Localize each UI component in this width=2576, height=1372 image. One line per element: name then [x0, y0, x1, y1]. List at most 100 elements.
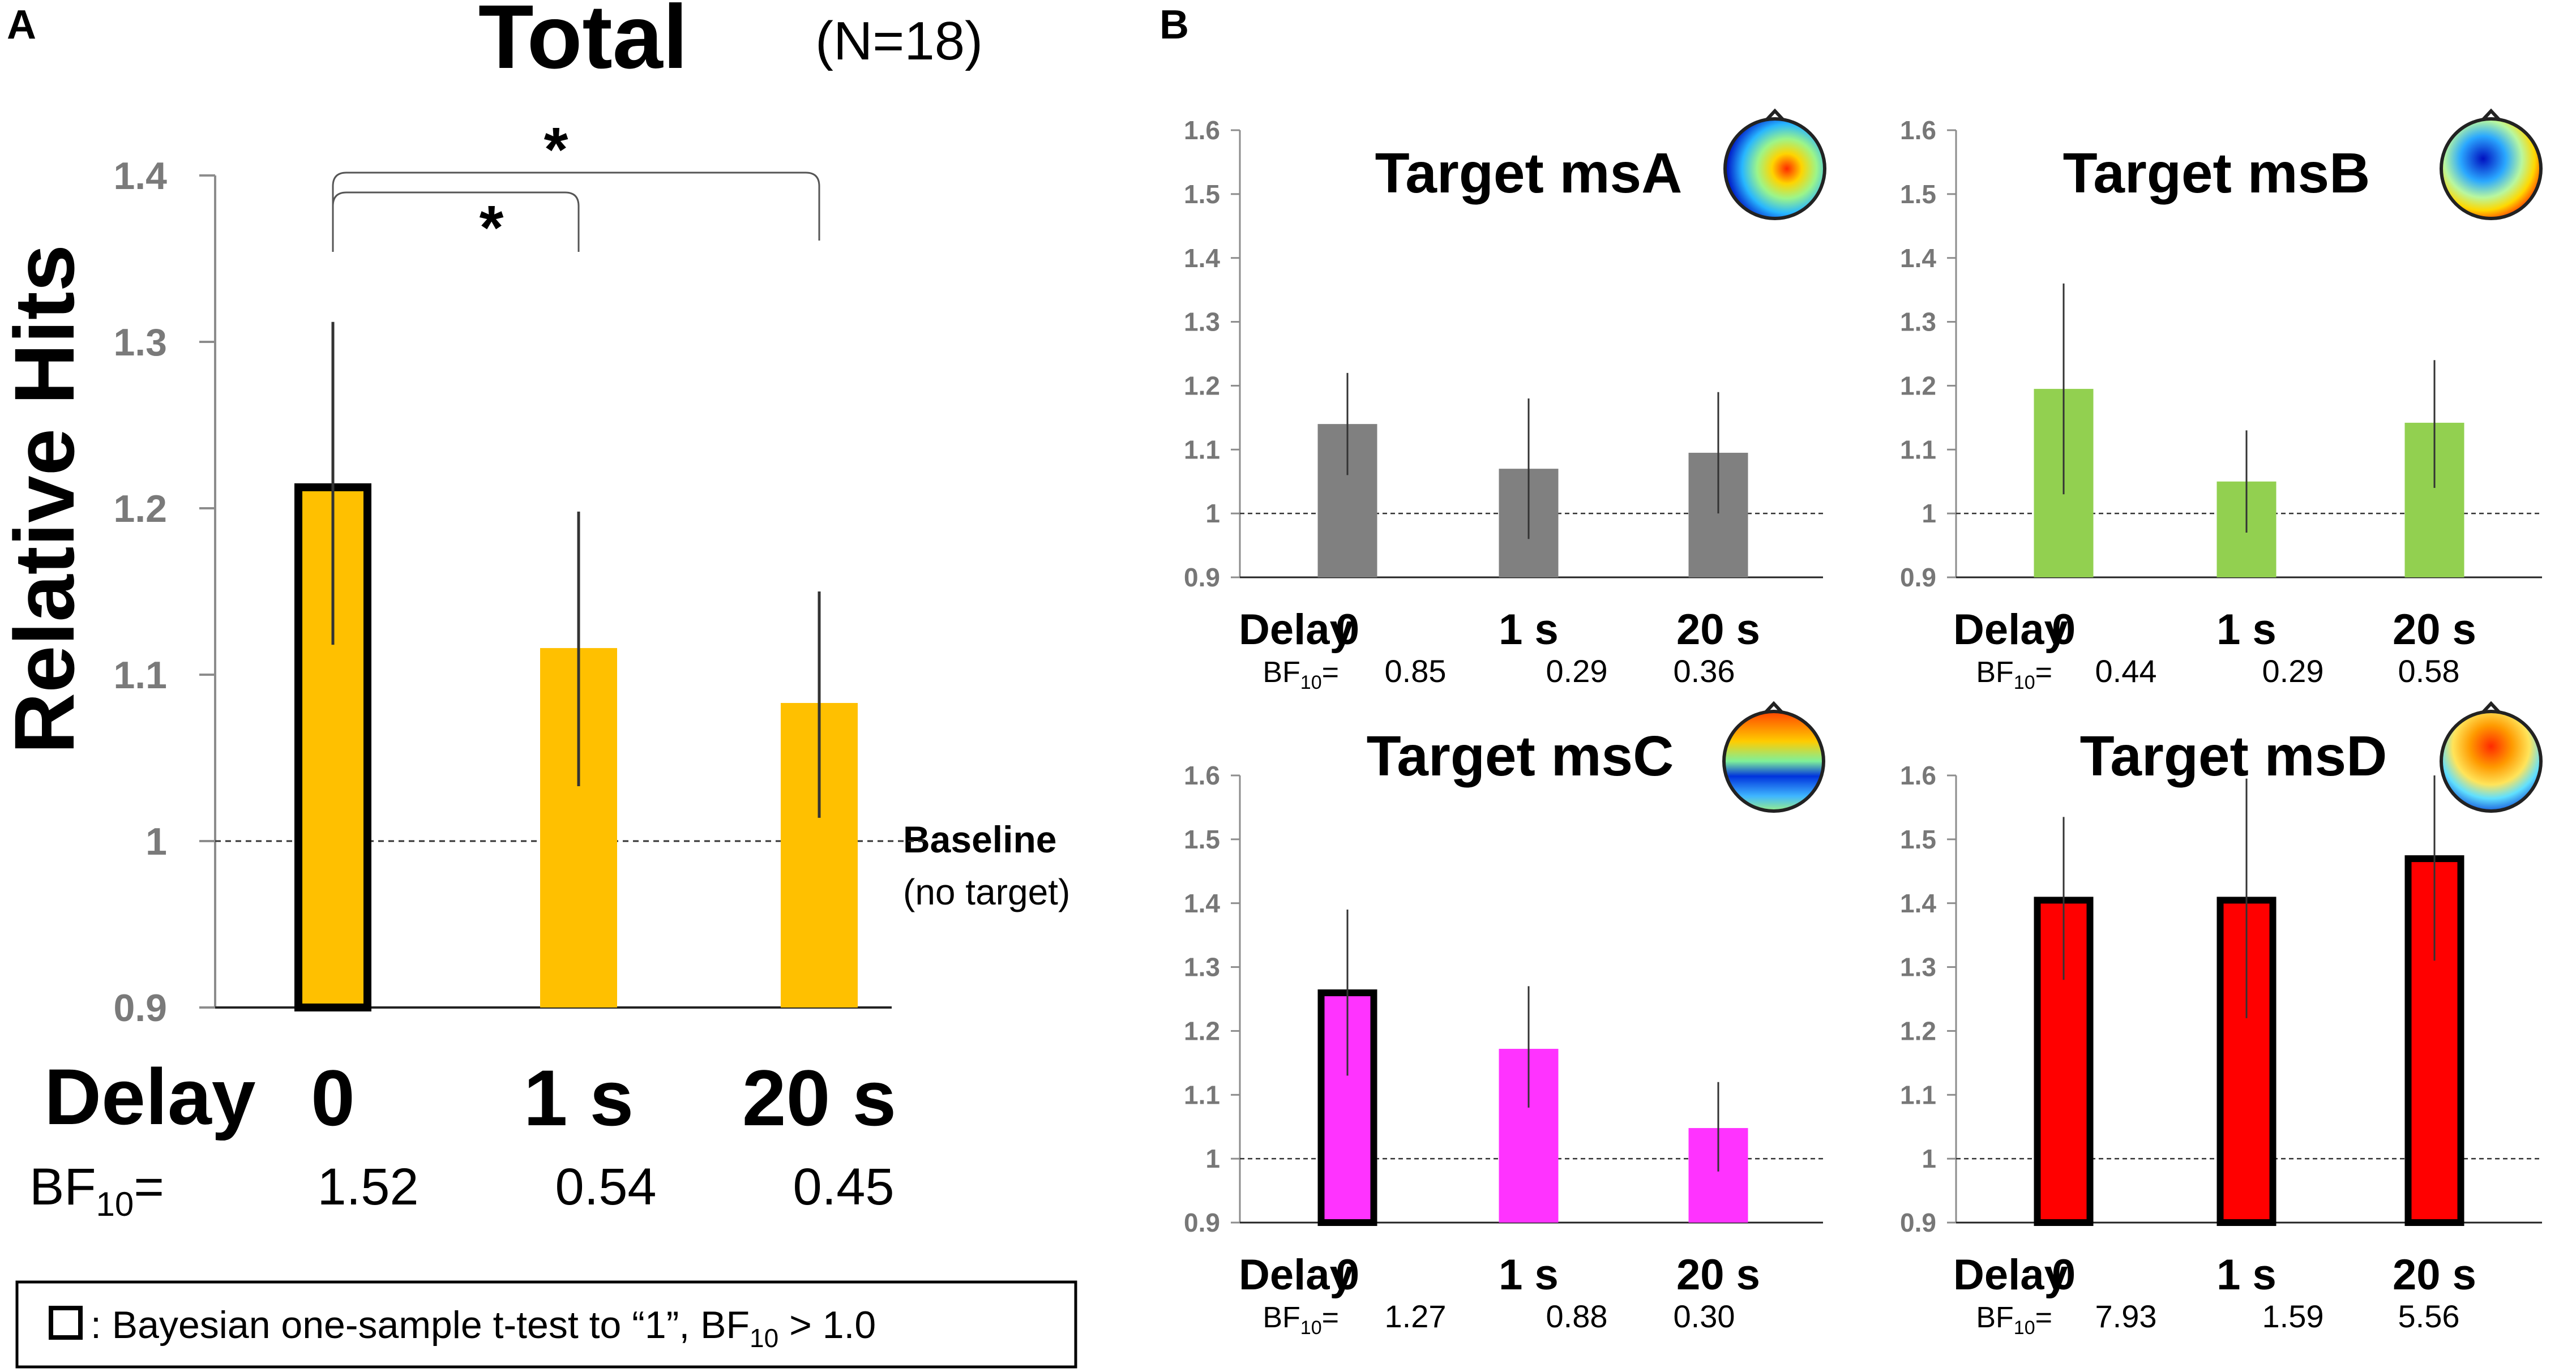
- panel-b-label: B: [1159, 2, 1189, 48]
- bf-value: 1.27: [1385, 1298, 1447, 1334]
- delay-label-msC: Delay: [1239, 1251, 1354, 1299]
- y-tick-label: 0.9: [1184, 1208, 1220, 1237]
- bf-label-msD: BF10=: [1976, 1301, 2052, 1339]
- y-tick-label: 1: [1922, 499, 1936, 528]
- delay-label-msA: Delay: [1239, 606, 1354, 654]
- bf-value: 0.85: [1385, 653, 1447, 689]
- significance-bracket-0: [332, 191, 580, 252]
- chart-msC: Target msC 0.9 1 1.1 1.2 1.3 1.4 1.5 1.6 0 1.27 1 s…: [1184, 724, 1823, 1339]
- y-tick-label: 1: [1205, 499, 1220, 528]
- bf-value: 5.56: [2398, 1298, 2460, 1334]
- y-tick-label: 1.2: [1900, 371, 1936, 401]
- bf-value: 0.30: [1674, 1298, 1735, 1334]
- topomap-msD-icon: [2440, 701, 2543, 813]
- y-tick-label: 1.2: [1184, 371, 1220, 401]
- category-label: 20 s: [1676, 1251, 1760, 1299]
- y-axis-title: Relative Hits: [0, 245, 92, 754]
- category-label: 0: [311, 1053, 355, 1142]
- legend-box: [15, 1280, 1077, 1369]
- bf-value: 0.45: [793, 1158, 894, 1216]
- y-tick-label: 1.2: [1900, 1017, 1936, 1046]
- y-tick-label: 1.3: [113, 321, 167, 364]
- bf-label-total: BF10=: [29, 1158, 164, 1223]
- chart-title-msB: Target msB: [2063, 142, 2370, 205]
- y-tick-label: 1.1: [113, 654, 167, 697]
- y-tick-label: 1.3: [1900, 307, 1936, 337]
- category-label: 0: [2052, 1251, 2076, 1299]
- bf-value: 0.58: [2398, 653, 2460, 689]
- y-tick-label: 1.2: [113, 487, 167, 530]
- y-tick-label: 1.4: [113, 155, 167, 198]
- chart-title-total: Total: [478, 0, 688, 87]
- panel-a-label: A: [7, 2, 36, 48]
- y-tick-label: 0.9: [1900, 1208, 1936, 1237]
- y-tick-label: 1.6: [1184, 761, 1220, 790]
- y-tick-label: 1.1: [1900, 435, 1936, 464]
- y-tick-label: 1.5: [1184, 825, 1220, 854]
- y-tick-label: 1.6: [1184, 115, 1220, 145]
- y-tick-label: 1.2: [1184, 1017, 1220, 1046]
- bf-value: 1.59: [2262, 1298, 2324, 1334]
- legend-text: : Bayesian one-sample t-test to “1”, BF1…: [91, 1304, 876, 1353]
- bf-value: 7.93: [2095, 1298, 2157, 1334]
- category-label: 20 s: [742, 1053, 896, 1142]
- category-label: 20 s: [1676, 606, 1760, 654]
- chart-title-msD: Target msD: [2080, 724, 2387, 788]
- category-label: 0: [2052, 606, 2076, 654]
- delay-label-msD: Delay: [1953, 1251, 2068, 1299]
- y-tick-label: 1.5: [1900, 179, 1936, 209]
- y-tick-label: 0.9: [1184, 563, 1220, 592]
- legend-square-icon: [49, 1306, 83, 1340]
- chart-msD: Target msD 0.9 1 1.1 1.2 1.3 1.4 1.5 1.6 0 7.93 1 s…: [1900, 724, 2542, 1339]
- baseline-label: Baseline: [903, 818, 1056, 860]
- y-tick-label: 1.3: [1184, 307, 1220, 337]
- y-tick-label: 1.4: [1184, 889, 1220, 918]
- category-label: 0: [1336, 1251, 1359, 1299]
- bf-value: 1.52: [317, 1158, 418, 1216]
- topomap-msB-icon: [2440, 108, 2543, 220]
- category-label: 1 s: [1499, 606, 1559, 654]
- chart-msB: Target msB 0.9 1 1.1 1.2 1.3 1.4 1.5 1.6 0 0.44 1 s…: [1900, 115, 2542, 693]
- y-tick-label: 1.1: [1184, 1080, 1220, 1109]
- delay-label-msB: Delay: [1953, 606, 2068, 654]
- bf-value: 0.29: [2262, 653, 2324, 689]
- y-tick-label: 1.3: [1184, 953, 1220, 982]
- bf-value: 0.36: [1674, 653, 1735, 689]
- topomap-msA-icon: [1723, 108, 1826, 220]
- chart-title-msC: Target msC: [1367, 724, 1674, 788]
- bf-value: 0.29: [1546, 653, 1608, 689]
- y-tick-label: 1.5: [1184, 179, 1220, 209]
- y-tick-label: 1: [1205, 1144, 1220, 1173]
- sig-marker-0-1s: *: [480, 193, 504, 263]
- baseline-sublabel: (no target): [903, 872, 1070, 912]
- category-label: 20 s: [2393, 1251, 2476, 1299]
- chart-total: 0.9 1 1.1 1.2 1.3 1.4 0 1.52 1 s 0.54 20 s 0.45: [113, 155, 926, 1216]
- category-label: 20 s: [2393, 606, 2476, 654]
- y-tick-label: 1.6: [1900, 761, 1936, 790]
- sample-size-label: (N=18): [815, 11, 983, 71]
- category-label: 1 s: [2216, 606, 2277, 654]
- bf-label-msB: BF10=: [1976, 656, 2052, 693]
- sig-marker-0-20s: *: [544, 115, 568, 185]
- chart-title-msA: Target msA: [1375, 142, 1683, 205]
- category-label: 1 s: [524, 1053, 634, 1142]
- y-tick-label: 0.9: [113, 987, 167, 1030]
- y-tick-label: 1.1: [1900, 1080, 1936, 1109]
- bf-value: 0.44: [2095, 653, 2157, 689]
- bf-value: 0.54: [555, 1158, 656, 1216]
- bf-label-msC: BF10=: [1263, 1301, 1339, 1339]
- category-label: 1 s: [1499, 1251, 1559, 1299]
- y-tick-label: 1.1: [1184, 435, 1220, 464]
- y-tick-label: 1.4: [1900, 243, 1936, 273]
- bf-label-msA: BF10=: [1263, 656, 1339, 693]
- y-tick-label: 1.4: [1184, 243, 1220, 273]
- category-label: 1 s: [2216, 1251, 2277, 1299]
- category-label: 0: [1336, 606, 1359, 654]
- y-tick-label: 1.5: [1900, 825, 1936, 854]
- topomap-msC-icon: [1722, 701, 1825, 813]
- y-tick-label: 0.9: [1900, 563, 1936, 592]
- bf-value: 0.88: [1546, 1298, 1608, 1334]
- significance-bracket-1: [332, 172, 820, 241]
- y-tick-label: 1.6: [1900, 115, 1936, 145]
